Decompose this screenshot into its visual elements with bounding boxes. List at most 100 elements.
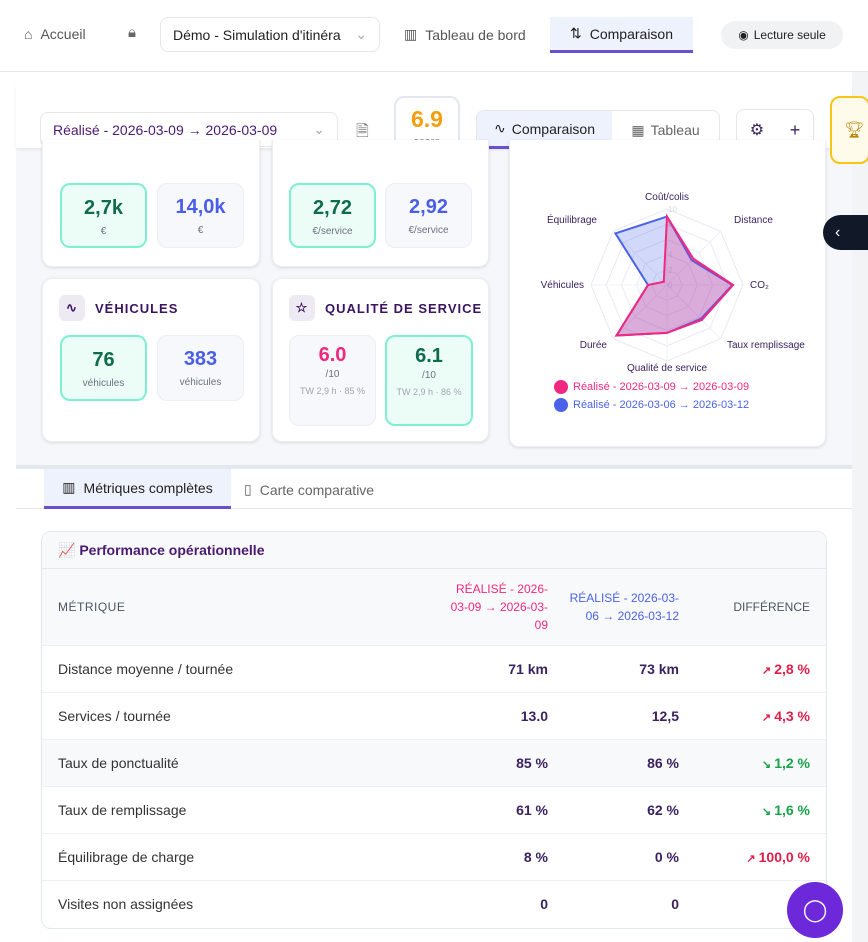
radar-point [732,284,735,286]
radar-point [666,215,668,218]
difference: 1,6 % [774,801,810,818]
quality-b: 6.1/10 TW 2,9 h · 86 % [385,335,473,426]
radar-axis-label: Coût/colis [645,192,689,203]
legend-swatch [554,398,568,412]
metric-name: Services / tournée [58,707,171,724]
cost-card: 2,7k € 14,0k € [42,140,260,267]
radar-tick-label: 10 [668,205,677,214]
chevron-left-icon: ‹ [835,223,841,241]
metric-name: Équilibrage de charge [58,848,195,865]
col-diff[interactable]: DIFFÉRENCE [733,599,810,614]
radar-point [615,334,618,337]
value-b: 86 % [647,754,679,771]
value-b: 0 [671,895,679,912]
col-metric[interactable]: MÉTRIQUE [58,599,126,614]
legend-item-a[interactable]: Réalisé - 2026-03-09 → 2026-03-09 [554,380,749,394]
metrics-table: MÉTRIQUE RÉALISÉ - 2026-03-09 → 2026-03-… [42,569,826,927]
value-a: 71 km [508,660,548,677]
table-row: Taux de ponctualité 85 % 86 % ↘ 1,2 % [42,739,826,786]
radar-axis-label: Véhicules [541,280,584,291]
trend-up-icon: ↗ [761,711,775,724]
readonly-badge: ◉ Lecture seule [721,21,843,49]
chat-button[interactable]: ◯ [787,882,843,938]
tab-metrics[interactable]: ▥ Métriques complètes [44,469,231,509]
radar-point [692,257,695,260]
bar-chart-icon: ▥ [62,479,76,495]
difference: 100,0 % [758,848,810,865]
table-header: MÉTRIQUE RÉALISÉ - 2026-03-09 → 2026-03-… [42,569,826,645]
cost-per-service-card: 2,72 €/service 2,92 €/service [272,140,489,267]
view-table-button[interactable]: ▦ Tableau [631,121,700,139]
value-a: 0 [540,895,548,912]
col-a[interactable]: RÉALISÉ - 2026-03-09 → 2026-03-09 [450,581,548,632]
project-select[interactable]: Démo - Simulation d'itinéra ⌄ [160,17,380,52]
radar-spoke [612,230,668,286]
nav-dashboard[interactable]: ▥ Tableau de bord [404,26,526,43]
legend-swatch [554,380,568,394]
table-icon: ▦ [631,121,645,138]
difference: 1,2 % [774,754,810,771]
vehicles-a: 76 véhicules [60,335,147,401]
metric-name: Visites non assignées [58,895,194,912]
metric-name: Distance moyenne / tournée [58,660,234,677]
bar-chart-icon: ▥ [404,26,418,42]
eye-icon: ◉ [738,28,749,42]
radar-point [666,331,668,334]
cost-per-a: 2,72 €/service [289,183,376,248]
col-b[interactable]: RÉALISÉ - 2026-03-06 → 2026-03-12 [569,590,679,623]
radar-point [690,259,693,262]
radar-spoke [612,284,668,340]
chat-bubble-icon: ◯ [802,897,828,922]
radar-point [647,284,649,286]
radar-tick-label: 2 [668,266,673,275]
table-title: 📈 Performance opérationnelle [42,532,826,569]
radar-point [662,280,665,283]
radar-tick-label: 4 [668,251,673,260]
table-row: Services / tournée 13.0 12,5 ↗ 4,3 % [42,692,826,739]
table-row: Visites non assignées 0 0 [42,880,826,927]
radar-axis-label: Équilibrage [547,213,597,226]
radar-point [700,318,703,321]
value-b: 62 % [647,801,679,818]
document-icon[interactable]: 🗎︎ [356,123,369,140]
gear-icon[interactable]: ⚙ [749,122,765,139]
table-row: Distance moyenne / tournée 71 km 73 km ↗… [42,645,826,692]
tab-map[interactable]: ▯ Carte comparative [244,481,375,498]
scrollbar[interactable] [852,72,868,942]
chevron-down-icon: ⌄ [313,121,325,137]
trend-up-icon: ↗ [761,664,775,677]
nav-home[interactable]: ⌂ Accueil [24,26,86,42]
value-a: 85 % [516,754,548,771]
trend-down-icon: ↘ [761,805,775,818]
nav-compare[interactable]: ⇅ Comparaison [550,17,693,53]
trend-up-icon: ↗ [746,852,759,865]
trend-down-icon: ↘ [761,758,775,771]
value-a: 61 % [516,801,548,818]
star-icon: ☆ [289,295,315,321]
trophy-button[interactable]: 🏆︎ [830,96,868,164]
top-nav: ⌂ Accueil 🔒︎ Démo - Simulation d'itinéra ⌄… [0,0,868,72]
difference: 4,3 % [774,707,810,724]
table-row: Taux de remplissage 61 % 62 % ↘ 1,6 % [42,786,826,833]
difference: 2,8 % [774,660,810,677]
toolbar: Réalisé - 2026-03-09 → 2026-03-09 ⌄ 🗎︎ 6.… [16,84,868,164]
legend-item-b[interactable]: Réalisé - 2026-03-06 → 2026-03-12 [554,398,749,412]
radar-card: 0 2 4 8 10 Coût/colis Distance CO₂ Taux rempliss… [509,140,826,447]
plus-icon[interactable]: + [789,119,801,140]
value-b: 12,5 [651,707,679,724]
activity-icon: ∿ [59,295,85,321]
compare-icon: ⇅ [570,25,582,41]
value-a: 8 % [523,848,548,865]
radar-axis-label: Durée [580,340,608,351]
radar-axis-label: Taux remplissage [727,340,805,351]
map-icon: ▯ [244,481,252,497]
cost-b: 14,0k € [157,183,244,248]
quality-title: ☆ QUALITÉ DE SERVICE [289,295,482,321]
value-b: 73 km [639,660,679,677]
value-a: 13.0 [520,707,548,724]
radar-point [614,232,617,235]
vehicles-b: 383 véhicules [157,335,244,401]
vehicles-card: ∿ VÉHICULES 76 véhicules 383 véhicules [42,278,260,442]
collapse-panel-button[interactable]: ‹ [823,215,868,250]
